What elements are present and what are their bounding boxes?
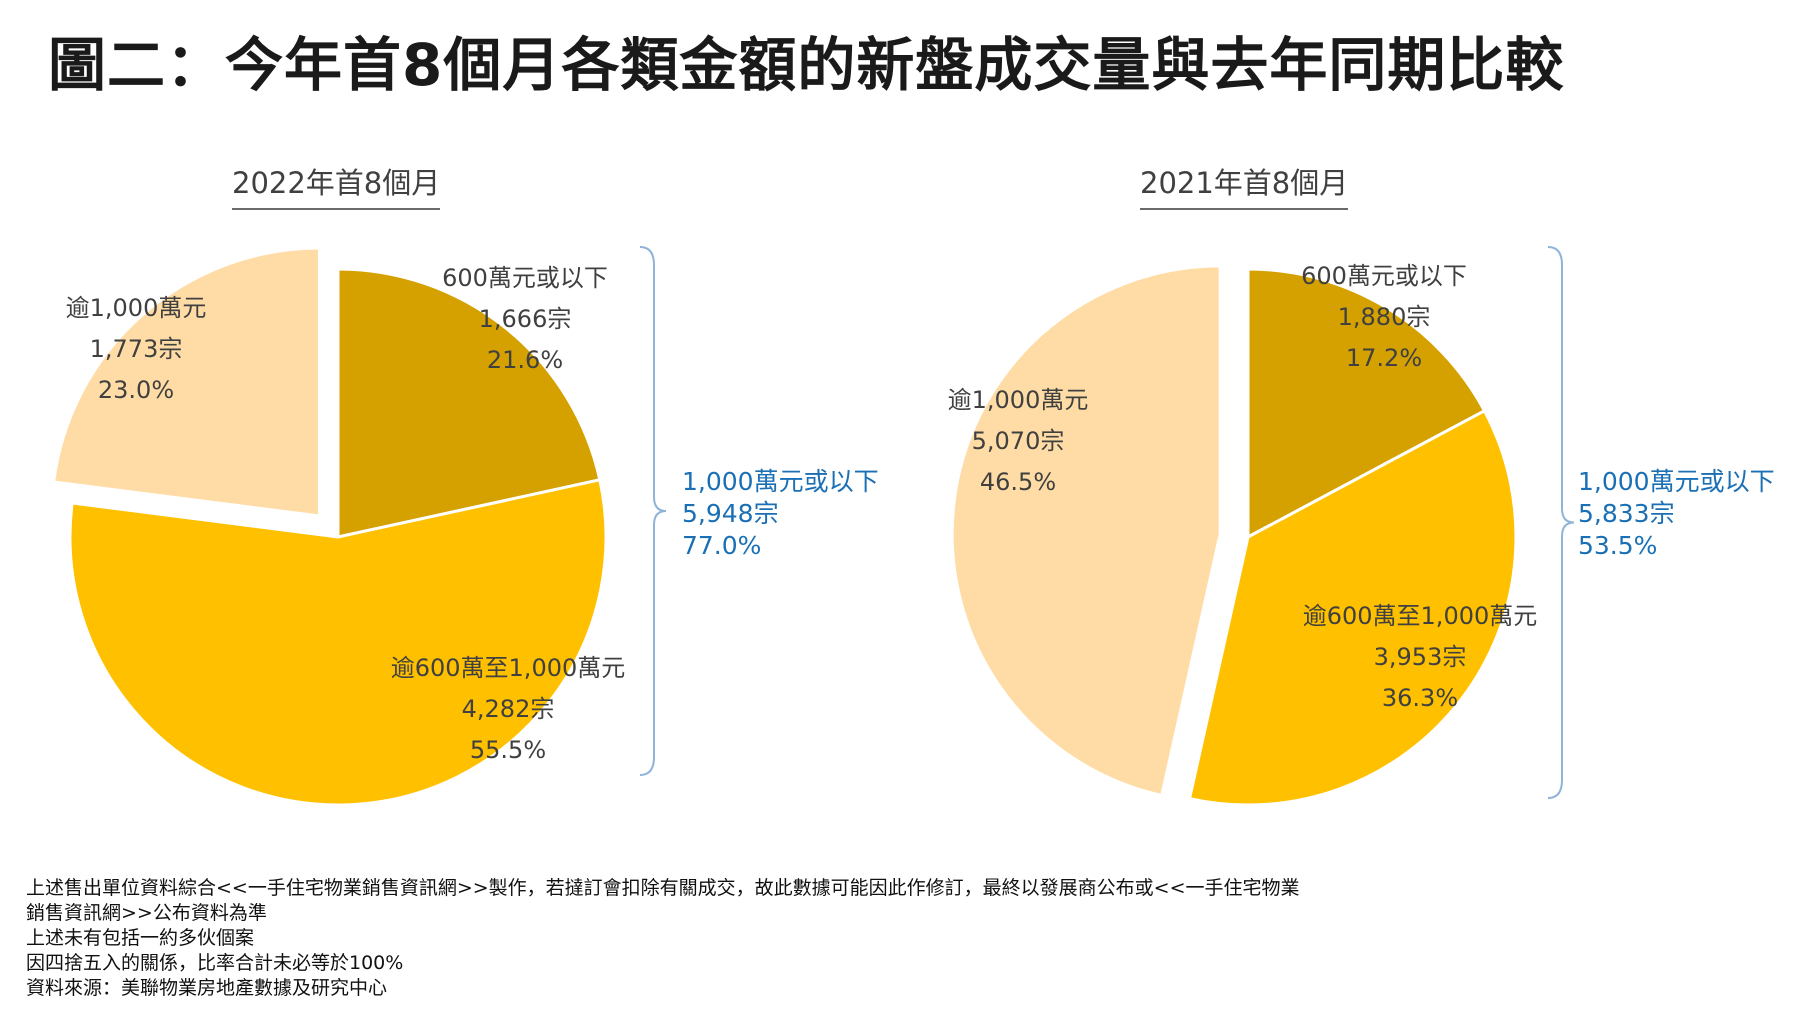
slice-count-2022-600-or-below: 1,666宗 <box>479 305 572 333</box>
pie-slice-2021-600-to-1000 <box>1187 408 1518 807</box>
pie-slice-2021-600-or-below <box>1246 267 1487 540</box>
summary-brace-2022 <box>639 246 667 776</box>
slice-label-2021-above-1000: 逾1,000萬元 <box>948 386 1089 414</box>
slice-pct-2022-above-1000: 23.0% <box>98 376 174 404</box>
slice-count-2022-600-to-1000: 4,282宗 <box>462 695 555 723</box>
footnote: 上述售出單位資料綜合<<一手住宅物業銷售資訊網>>製作，若撻訂會扣除有關成交，故… <box>26 877 1300 899</box>
summary-count-2022: 5,948宗 <box>682 499 779 528</box>
slice-label-2022-600-to-1000: 逾600萬至1,000萬元 <box>391 654 626 682</box>
slice-count-2022-above-1000: 1,773宗 <box>90 335 183 363</box>
slice-label-2021-600-or-below: 600萬元或以下 <box>1301 262 1467 290</box>
summary-pct-2021: 53.5% <box>1578 531 1657 560</box>
pie-slice-2022-600-or-below <box>336 267 602 539</box>
slice-pct-2021-above-1000: 46.5% <box>980 468 1056 496</box>
chart-subtitle-2022: 2022年首8個月 <box>232 160 441 210</box>
summary-brace-2021 <box>1547 246 1575 799</box>
footnote: 因四捨五入的關係，比率合計未必等於100% <box>26 952 404 974</box>
slice-label-2022-above-1000: 逾1,000萬元 <box>66 294 207 322</box>
summary-label-2022: 1,000萬元或以下 <box>682 467 879 496</box>
pie-slice-2022-above-1000 <box>51 246 321 518</box>
footnote: 銷售資訊網>>公布資料為準 <box>26 902 267 924</box>
summary-count-2021: 5,833宗 <box>1578 499 1675 528</box>
chart-subtitle-2021: 2021年首8個月 <box>1140 160 1349 210</box>
slice-count-2021-600-to-1000: 3,953宗 <box>1374 643 1467 671</box>
slice-label-2021-600-to-1000: 逾600萬至1,000萬元 <box>1303 602 1538 630</box>
footnote: 上述未有包括一約多伙個案 <box>26 927 255 949</box>
page-title: 圖二：今年首8個月各類金額的新盤成交量與去年同期比較 <box>48 31 1565 99</box>
slice-pct-2022-600-or-below: 21.6% <box>487 346 563 374</box>
summary-pct-2022: 77.0% <box>682 531 761 560</box>
pie-slice-2022-600-to-1000 <box>68 478 608 807</box>
slice-pct-2021-600-or-below: 17.2% <box>1346 344 1422 372</box>
footnote: 資料來源：美聯物業房地產數據及研究中心 <box>26 977 388 999</box>
pie-slice-2021-above-1000 <box>950 264 1222 798</box>
summary-label-2021: 1,000萬元或以下 <box>1578 467 1775 496</box>
slice-pct-2022-600-to-1000: 55.5% <box>470 736 546 764</box>
slice-pct-2021-600-to-1000: 36.3% <box>1382 684 1458 712</box>
slice-count-2021-600-or-below: 1,880宗 <box>1338 303 1431 331</box>
slice-count-2021-above-1000: 5,070宗 <box>972 427 1065 455</box>
footnotes: 上述售出單位資料綜合<<一手住宅物業銷售資訊網>>製作，若撻訂會扣除有關成交，故… <box>26 876 1300 1001</box>
slice-label-2022-600-or-below: 600萬元或以下 <box>442 264 608 292</box>
